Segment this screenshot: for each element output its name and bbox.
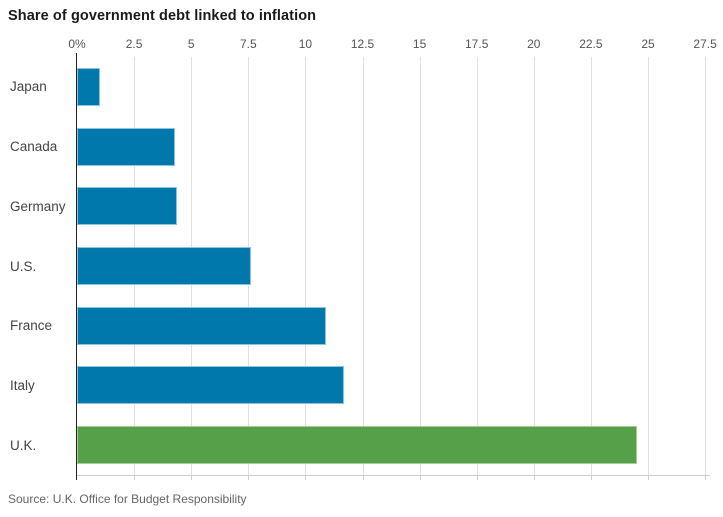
y-axis-line	[75, 53, 77, 480]
bar-france	[77, 306, 326, 345]
x-axis-bottom-tick	[590, 475, 592, 480]
x-axis-bottom-tick	[134, 475, 136, 480]
gridline-15	[419, 57, 421, 475]
x-axis-tick-label: 27.5	[693, 37, 717, 51]
bar-germany	[77, 187, 177, 226]
x-axis-bottom-tick	[648, 475, 649, 480]
x-axis-tick-label: 10	[298, 37, 313, 51]
x-axis-tick-label: 25	[641, 37, 655, 51]
bar-us	[77, 247, 251, 285]
source-note: Source: U.K. Office for Budget Responsib…	[8, 492, 247, 506]
x-axis-bottom-tick	[248, 475, 250, 480]
category-label-us: U.S.	[10, 258, 37, 274]
category-label-germany: Germany	[10, 198, 66, 214]
x-axis-tick-label: 12.5	[350, 37, 375, 51]
gridline-20	[533, 57, 535, 475]
x-axis-bottom-tick	[191, 475, 193, 480]
x-axis-bottom-tick	[705, 475, 707, 480]
category-label-canada: Canada	[10, 139, 58, 155]
x-axis-bottom-tick	[305, 475, 307, 480]
x-axis-line-bottom	[77, 475, 710, 476]
gridline-12.5	[362, 57, 364, 475]
x-axis-tick-label: 0%	[68, 37, 86, 51]
x-axis-bottom-tick	[476, 475, 478, 480]
gridline-25	[648, 57, 649, 475]
gridline-22.5	[590, 57, 592, 475]
x-axis-tick-label: 7.5	[239, 37, 257, 51]
category-label-japan: Japan	[10, 79, 47, 95]
bar-uk	[77, 426, 637, 465]
x-axis-tick-label: 15	[412, 37, 427, 51]
bar-canada	[77, 127, 175, 166]
gridline-10	[305, 57, 307, 475]
bar-italy	[77, 366, 344, 405]
gridline-17.5	[476, 57, 478, 475]
x-axis-tick-label: 22.5	[579, 37, 603, 51]
x-axis-bottom-tick	[362, 475, 364, 480]
chart-title: Share of government debt linked to infla…	[8, 8, 317, 24]
x-axis-tick-label: 2.5	[125, 37, 143, 51]
gridline-27.5	[705, 57, 707, 475]
category-label-france: France	[10, 318, 53, 334]
category-label-italy: Italy	[10, 377, 35, 393]
x-axis-tick-label: 17.5	[465, 37, 489, 51]
x-axis-bottom-tick	[419, 475, 421, 480]
x-axis-bottom-tick	[533, 475, 535, 480]
bar-japan	[77, 67, 100, 106]
category-label-uk: U.K.	[10, 437, 37, 453]
x-axis-tick-label: 5	[187, 37, 195, 51]
x-axis-tick-label: 20	[527, 37, 541, 51]
